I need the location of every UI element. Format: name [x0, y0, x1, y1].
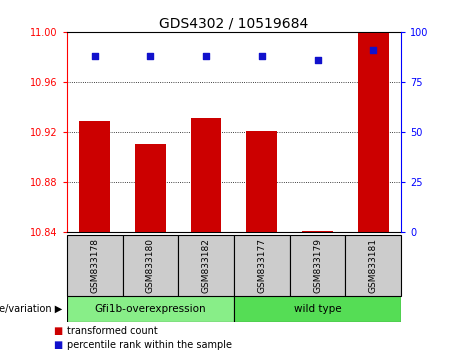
FancyBboxPatch shape: [67, 296, 234, 322]
Text: percentile rank within the sample: percentile rank within the sample: [67, 340, 232, 350]
Bar: [135, 144, 165, 232]
Bar: [358, 33, 389, 232]
Text: transformed count: transformed count: [67, 326, 158, 336]
FancyBboxPatch shape: [290, 235, 345, 296]
Point: [314, 57, 321, 63]
Text: GSM833177: GSM833177: [257, 239, 266, 293]
Text: GSM833180: GSM833180: [146, 239, 155, 293]
Text: Gfi1b-overexpression: Gfi1b-overexpression: [95, 304, 206, 314]
Bar: [247, 131, 277, 232]
FancyBboxPatch shape: [234, 235, 290, 296]
Text: wild type: wild type: [294, 304, 341, 314]
Text: ■: ■: [53, 326, 62, 336]
Bar: [302, 230, 333, 232]
Text: GSM833182: GSM833182: [201, 239, 211, 293]
Point: [147, 53, 154, 59]
Point: [202, 53, 210, 59]
Text: genotype/variation ▶: genotype/variation ▶: [0, 304, 62, 314]
Text: ■: ■: [53, 340, 62, 350]
Point: [258, 53, 266, 59]
Point: [370, 47, 377, 53]
FancyBboxPatch shape: [123, 235, 178, 296]
Text: GSM833178: GSM833178: [90, 239, 99, 293]
Bar: [79, 121, 110, 232]
Text: GSM833179: GSM833179: [313, 239, 322, 293]
Point: [91, 53, 98, 59]
FancyBboxPatch shape: [178, 235, 234, 296]
FancyBboxPatch shape: [234, 296, 401, 322]
Bar: [191, 118, 221, 232]
FancyBboxPatch shape: [67, 235, 123, 296]
Text: GSM833181: GSM833181: [369, 239, 378, 293]
FancyBboxPatch shape: [345, 235, 401, 296]
Title: GDS4302 / 10519684: GDS4302 / 10519684: [160, 17, 308, 31]
